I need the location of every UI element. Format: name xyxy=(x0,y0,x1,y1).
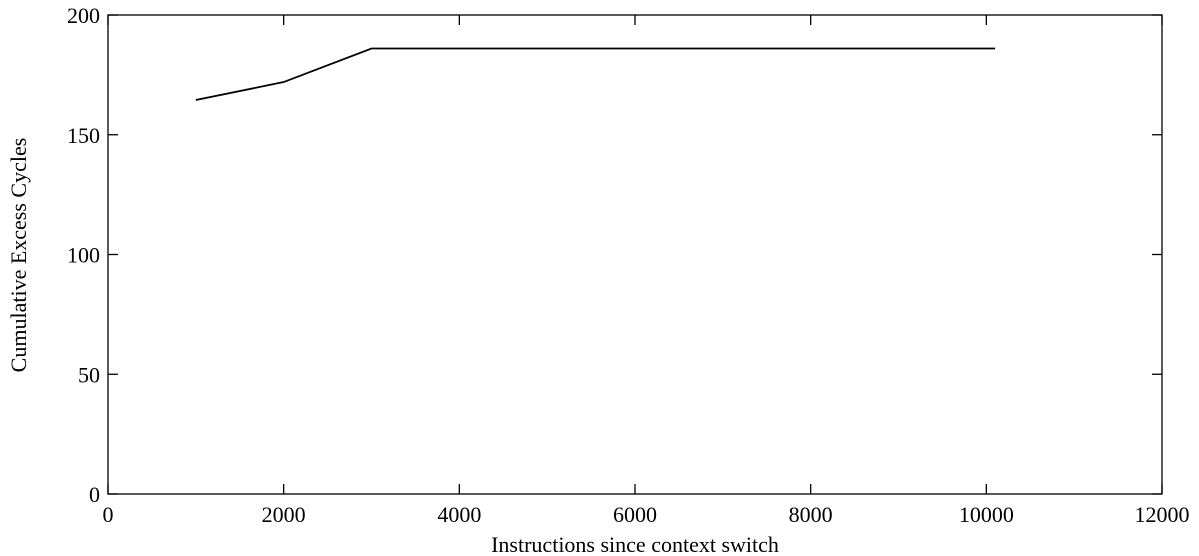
plot-frame xyxy=(107,14,1163,495)
series-line xyxy=(195,47,996,101)
y-tick-label: 100 xyxy=(67,243,100,268)
y-tick-label: 0 xyxy=(89,482,100,507)
y-tick-label: 200 xyxy=(67,3,100,28)
x-tick-label: 8000 xyxy=(789,502,833,527)
x-tick-label: 2000 xyxy=(262,502,306,527)
x-tick-label: 4000 xyxy=(437,502,481,527)
x-tick-label: 6000 xyxy=(613,502,657,527)
x-axis-ticks: 0 2000 4000 6000 8000 10000 12000 xyxy=(103,15,1190,527)
y-tick-label: 50 xyxy=(78,362,100,387)
x-tick-label: 10000 xyxy=(959,502,1014,527)
x-tick-label: 12000 xyxy=(1135,502,1190,527)
y-tick-label: 150 xyxy=(67,123,100,148)
x-tick-label: 0 xyxy=(103,502,114,527)
y-axis-label: Cumulative Excess Cycles xyxy=(6,138,31,373)
x-axis-label: Instructions since context switch xyxy=(491,532,779,556)
y-axis-ticks: 0 50 100 150 200 xyxy=(67,3,1162,507)
series-group xyxy=(195,47,996,101)
